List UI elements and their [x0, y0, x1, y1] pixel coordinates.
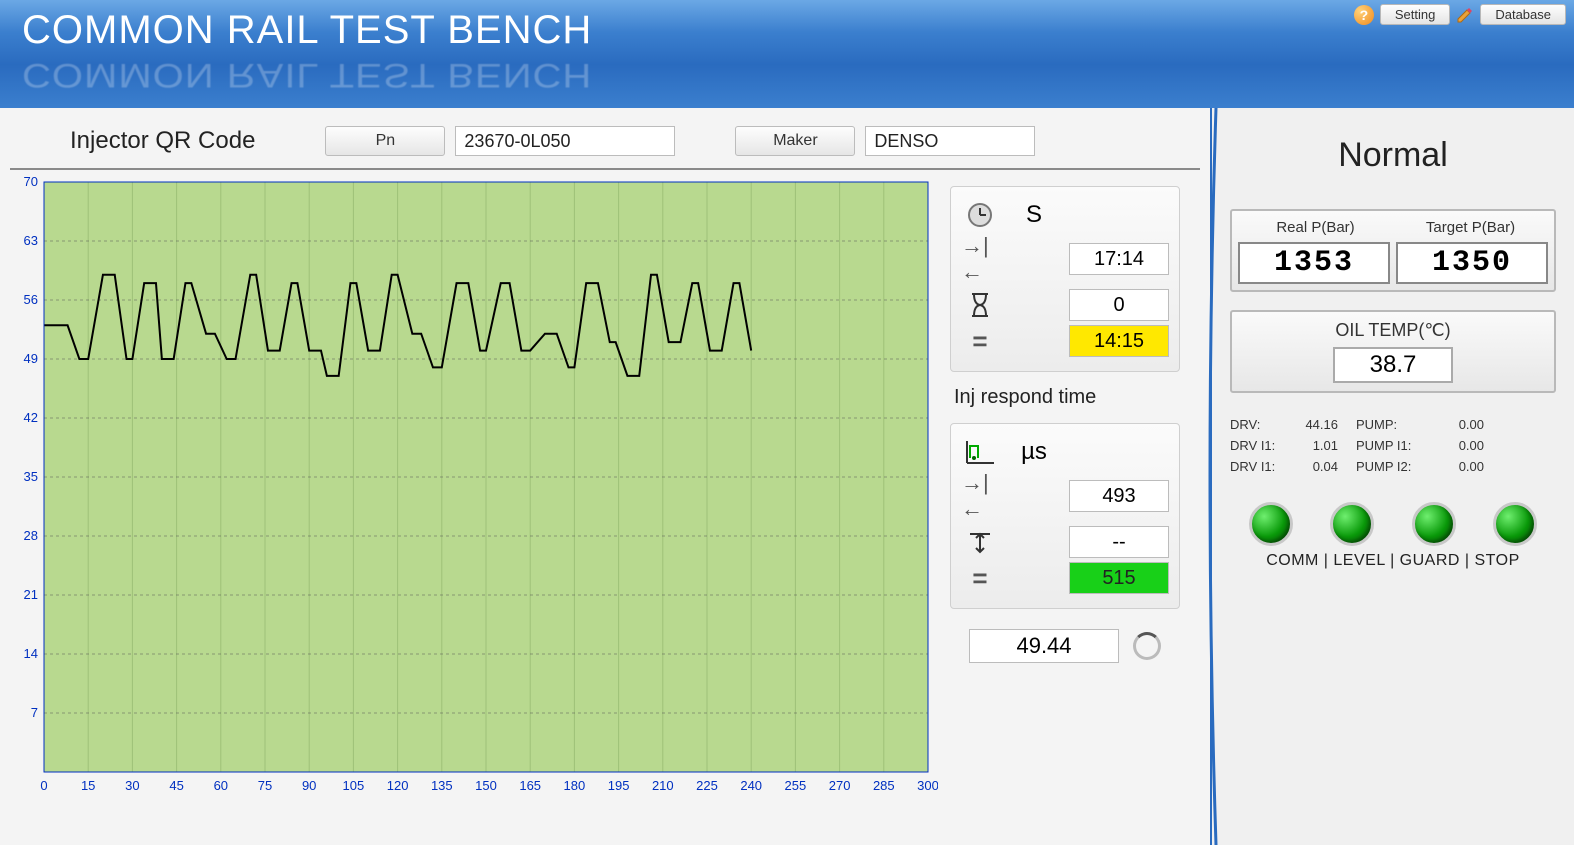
svg-text:120: 120 — [387, 778, 409, 793]
qr-row: Injector QR Code Pn Maker — [70, 126, 1160, 156]
qr-label: Injector QR Code — [70, 127, 255, 155]
svg-text:210: 210 — [652, 778, 674, 793]
range-arrow-icon — [961, 530, 999, 554]
real-p-value: 1353 — [1238, 242, 1390, 284]
svg-text:70: 70 — [24, 176, 38, 189]
inj-panel: µs →|← 493 -- — [950, 423, 1180, 609]
pencil-icon — [1456, 6, 1474, 24]
equals-icon: = — [961, 326, 999, 357]
level-led — [1330, 502, 1374, 546]
svg-text:7: 7 — [31, 705, 38, 720]
svg-text:105: 105 — [343, 778, 365, 793]
pn-button[interactable]: Pn — [325, 126, 445, 156]
inj-result-value: 515 — [1069, 562, 1169, 594]
svg-text:150: 150 — [475, 778, 497, 793]
s-hourglass-value: 0 — [1069, 289, 1169, 321]
svg-text:75: 75 — [258, 778, 272, 793]
svg-text:42: 42 — [24, 410, 38, 425]
header-bar: COMMON RAIL TEST BENCH COMMON RAIL TEST … — [0, 0, 1574, 108]
oil-temp-box: OIL TEMP(℃) 38.7 — [1230, 310, 1556, 393]
svg-text:270: 270 — [829, 778, 851, 793]
drv-row: DRV:44.16PUMP:0.00 — [1230, 417, 1556, 432]
drv-table: DRV:44.16PUMP:0.00 DRV I1:1.01PUMP I1:0.0… — [1230, 417, 1556, 474]
svg-text:285: 285 — [873, 778, 895, 793]
svg-text:15: 15 — [81, 778, 95, 793]
svg-text:28: 28 — [24, 528, 38, 543]
svg-text:180: 180 — [564, 778, 586, 793]
maker-field[interactable] — [865, 126, 1035, 156]
status-panel: Normal Real P(Bar) Target P(Bar) 1353 13… — [1210, 108, 1574, 845]
svg-text:300: 300 — [917, 778, 938, 793]
led-row — [1230, 502, 1556, 546]
svg-text:165: 165 — [519, 778, 541, 793]
hourglass-icon — [961, 292, 999, 318]
inj-range-value: -- — [1069, 526, 1169, 558]
svg-text:255: 255 — [785, 778, 807, 793]
side-column: S →|← 17:14 0 — [950, 176, 1180, 796]
setting-button[interactable]: Setting — [1380, 4, 1450, 25]
svg-text:240: 240 — [740, 778, 762, 793]
comm-led — [1249, 502, 1293, 546]
equals-icon: = — [961, 563, 999, 594]
svg-text:60: 60 — [214, 778, 228, 793]
main-area: Injector QR Code Pn Maker 7 14 21 28 35 42 49 5… — [0, 108, 1210, 845]
drv-row: DRV I1:1.01PUMP I1:0.00 — [1230, 438, 1556, 453]
inj-unit: µs — [999, 438, 1069, 466]
pressure-box: Real P(Bar) Target P(Bar) 1353 1350 — [1230, 209, 1556, 292]
guard-led — [1412, 502, 1456, 546]
app-title: COMMON RAIL TEST BENCH — [22, 8, 592, 53]
maker-button[interactable]: Maker — [735, 126, 855, 156]
database-button[interactable]: Database — [1480, 4, 1566, 25]
svg-text:90: 90 — [302, 778, 316, 793]
stop-led — [1493, 502, 1537, 546]
svg-text:0: 0 — [40, 778, 47, 793]
svg-text:56: 56 — [24, 292, 38, 307]
chart-area: 7 14 21 28 35 42 49 56 63 70 0 15 30 45 60 75 90 105 120 13… — [10, 176, 938, 796]
svg-text:63: 63 — [24, 233, 38, 248]
divider-curve — [1204, 108, 1218, 845]
pn-field[interactable] — [455, 126, 675, 156]
real-p-label: Real P(Bar) — [1238, 217, 1393, 238]
s-result-value: 14:15 — [1069, 325, 1169, 357]
pulse-icon — [961, 438, 999, 466]
led-labels: COMM | LEVEL | GUARD | STOP — [1230, 552, 1556, 570]
arrows-in-icon: →|← — [961, 233, 999, 285]
bottom-value-row: 49.44 — [950, 629, 1180, 663]
svg-text:14: 14 — [24, 646, 38, 661]
oil-temp-label: OIL TEMP(℃) — [1240, 320, 1546, 341]
inj-label: Inj respond time — [954, 386, 1180, 409]
app-title-reflection: COMMON RAIL TEST BENCH — [22, 55, 592, 93]
svg-text:195: 195 — [608, 778, 630, 793]
target-p-label: Target P(Bar) — [1393, 217, 1548, 238]
help-icon[interactable]: ? — [1354, 5, 1374, 25]
header-buttons: ? Setting Database — [1354, 4, 1566, 25]
spinner-icon — [1133, 632, 1161, 660]
drv-row: DRV I1:0.04PUMP I2:0.00 — [1230, 459, 1556, 474]
svg-text:30: 30 — [125, 778, 139, 793]
clock-icon — [961, 201, 999, 229]
svg-text:49: 49 — [24, 351, 38, 366]
waveform-chart: 7 14 21 28 35 42 49 56 63 70 0 15 30 45 60 75 90 105 120 13… — [10, 176, 938, 796]
target-p-value: 1350 — [1396, 242, 1548, 284]
separator — [10, 168, 1200, 170]
svg-text:21: 21 — [24, 587, 38, 602]
svg-text:135: 135 — [431, 778, 453, 793]
svg-text:225: 225 — [696, 778, 718, 793]
arrows-in-icon: →|← — [961, 470, 999, 522]
svg-text:45: 45 — [169, 778, 183, 793]
status-title: Normal — [1230, 136, 1556, 175]
s-unit: S — [999, 201, 1069, 229]
s-timer-value: 17:14 — [1069, 243, 1169, 275]
s-panel: S →|← 17:14 0 — [950, 186, 1180, 372]
inj-timer-value: 493 — [1069, 480, 1169, 512]
bottom-value: 49.44 — [969, 629, 1119, 663]
svg-text:35: 35 — [24, 469, 38, 484]
oil-temp-value: 38.7 — [1333, 347, 1453, 383]
